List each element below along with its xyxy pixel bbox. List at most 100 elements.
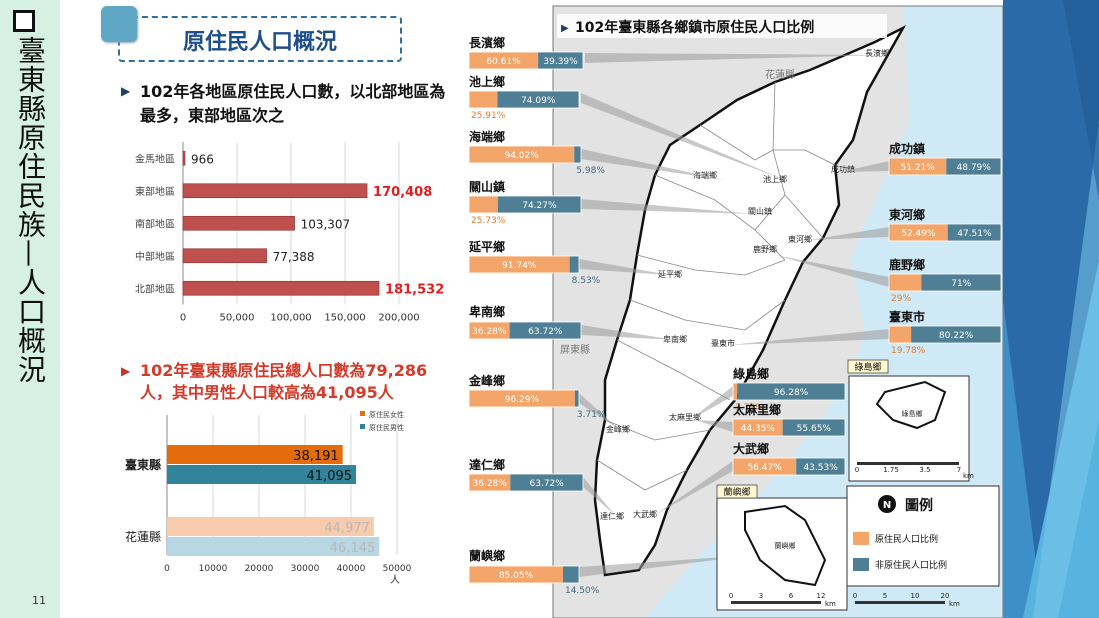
map-label: 長濱鄉 (865, 48, 889, 58)
township-name: 大武鄉 (733, 441, 769, 456)
non-indigenous-label: 3.71% (577, 410, 606, 420)
category-label: 南部地區 (135, 217, 175, 230)
x-axis-label: 人 (390, 574, 400, 586)
checkbox-square-icon (13, 10, 35, 32)
indigenous-label: 19.78% (891, 346, 926, 356)
map-label: 綠島鄉 (902, 409, 923, 418)
township-name: 達仁鄉 (469, 457, 505, 472)
bar-outline (888, 325, 1002, 344)
bar-outline (888, 157, 1002, 176)
category-label: 中部地區 (135, 250, 175, 263)
township-name: 綠島鄉 (733, 366, 769, 381)
indigenous-segment (469, 52, 539, 69)
region-population-chart: 0 50,000 100,000 150,000 200,000 金馬地區 966 東部地區 1… (135, 142, 444, 324)
non-indigenous-label: 47.51% (957, 229, 992, 239)
non-indigenous-label: 63.72% (530, 479, 565, 489)
indigenous-segment (733, 458, 797, 475)
orchid-island-shape (744, 504, 827, 587)
legend-label: 非原住民人口比例 (875, 559, 947, 571)
non-indigenous-label: 43.53% (803, 463, 838, 473)
indigenous-label: 96.29% (505, 395, 540, 405)
non-indigenous-label: 39.39% (543, 57, 578, 67)
bar (182, 248, 267, 264)
bar-outline (468, 195, 582, 214)
map-label: 太麻里鄉 (669, 412, 701, 422)
legend-swatch (853, 532, 869, 545)
township-name: 長濱鄉 (469, 35, 505, 50)
connector-wedge (810, 227, 889, 240)
map-label: 屏東縣 (560, 343, 590, 356)
indigenous-label: 3.72% (735, 403, 764, 413)
indigenous-label: 94.02% (504, 151, 539, 161)
scale-tick-label: 5 (883, 592, 887, 600)
non-indigenous-segment (911, 326, 1001, 343)
bar (182, 150, 186, 166)
non-indigenous-segment (796, 458, 845, 475)
triangle-bullet-icon: ▶ (121, 364, 131, 378)
indigenous-label: 60.61% (486, 57, 521, 67)
bar-outline (732, 382, 846, 401)
connector-wedge (581, 149, 725, 180)
connector-wedge (579, 393, 620, 430)
connector-wedge (579, 555, 755, 577)
x-tick-label: 20000 (245, 564, 274, 574)
non-indigenous-label: 74.09% (521, 96, 556, 106)
connector-wedge (775, 255, 889, 287)
indigenous-segment (889, 158, 947, 175)
non-indigenous-segment (782, 419, 845, 436)
township-name: 太麻里鄉 (733, 402, 781, 417)
bar (182, 215, 295, 231)
map-frame (552, 5, 1003, 618)
data-label: 38,191 (293, 449, 339, 464)
non-indigenous-segment (737, 383, 845, 400)
indigenous-label: 44.35% (741, 424, 776, 434)
legend-swatch (360, 411, 365, 416)
orchid-island-tag (716, 484, 758, 499)
township-name: 關山鎮 (469, 179, 505, 194)
triangle-bullet-icon: ▶ (561, 23, 569, 34)
non-indigenous-segment (569, 256, 579, 273)
legend-swatch (853, 558, 869, 571)
category-label: 金馬地區 (135, 152, 175, 165)
scale-tick-label: 0 (855, 466, 859, 474)
indigenous-segment (469, 474, 511, 491)
right-decoration (1003, 0, 1099, 618)
township-name: 蘭嶼鄉 (469, 548, 505, 563)
township-boundary (604, 419, 711, 441)
bar-outline (468, 51, 584, 70)
non-indigenous-label: 55.65% (797, 424, 832, 434)
bar (167, 537, 380, 556)
non-indigenous-segment (497, 196, 581, 213)
scale-unit: km (963, 472, 974, 480)
sidebar: 臺東縣原住民族—人口概況 (0, 0, 60, 618)
indigenous-segment (889, 224, 948, 241)
map-label: 延平鄉 (658, 269, 682, 279)
indigenous-label: 52.49% (901, 229, 936, 239)
township-name: 東河鄉 (889, 207, 925, 222)
indigenous-label: 36.28% (473, 479, 508, 489)
legend-label: 原住民男性 (369, 423, 404, 432)
legend-label: 原住民人口比例 (875, 533, 938, 545)
non-indigenous-label: 48.79% (957, 163, 992, 173)
non-indigenous-label: 8.53% (572, 276, 601, 286)
indigenous-label: 36.28% (472, 327, 507, 337)
non-indigenous-label: 5.98% (576, 166, 605, 176)
map-label: 花蓮縣 (765, 68, 795, 81)
compass-icon (878, 495, 896, 513)
township-name: 臺東市 (889, 309, 925, 324)
x-tick-label: 40000 (337, 564, 366, 574)
section-title: 原住民人口概況 (182, 29, 337, 55)
indigenous-segment (469, 566, 563, 583)
x-tick-label: 50000 (383, 564, 412, 574)
indigenous-segment (733, 419, 783, 436)
connector-wedge (583, 477, 615, 515)
township-name: 海端鄉 (469, 129, 505, 144)
connector-wedge (581, 93, 785, 180)
x-tick-label: 50,000 (220, 313, 255, 324)
scale-bar (855, 601, 945, 604)
sidebar-title: 臺東縣原住民族—人口概況 (14, 36, 47, 384)
data-label: 77,388 (273, 250, 315, 264)
indigenous-segment (469, 322, 510, 339)
bar (167, 465, 357, 484)
